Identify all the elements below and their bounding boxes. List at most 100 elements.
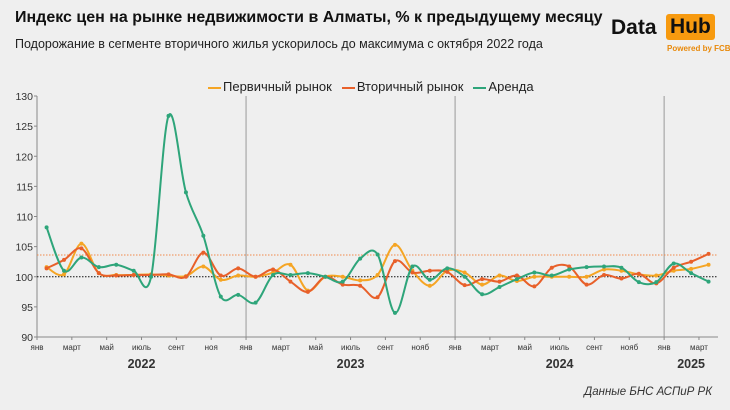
data-point — [62, 272, 67, 277]
data-point — [532, 274, 537, 279]
data-point — [253, 300, 258, 305]
datahub-logo: Data Hub Powered by FCBK — [611, 14, 730, 56]
data-point — [183, 274, 188, 279]
x-tick-label: июль — [132, 343, 151, 352]
x-tick-label: июль — [550, 343, 569, 352]
data-point — [619, 268, 624, 273]
data-point — [480, 282, 485, 287]
y-tick-label: 115 — [16, 181, 33, 193]
data-point — [462, 274, 467, 279]
data-point — [427, 268, 432, 273]
data-point — [288, 272, 293, 277]
data-point — [271, 272, 276, 277]
legend-label: Аренда — [488, 79, 534, 94]
data-point — [567, 267, 572, 272]
x-tick-label: июль — [341, 343, 360, 352]
data-point — [218, 294, 223, 299]
x-tick-label: март — [272, 343, 290, 352]
series-line-2 — [45, 113, 709, 314]
data-point — [375, 295, 380, 300]
data-point — [602, 272, 607, 277]
data-point — [79, 246, 84, 251]
data-point — [654, 280, 659, 285]
data-point — [480, 277, 485, 282]
x-tick-label: май — [99, 343, 113, 352]
data-point — [706, 279, 711, 284]
data-point — [689, 266, 694, 271]
x-tick-label: март — [481, 343, 499, 352]
data-point — [288, 262, 293, 267]
x-tick-label: янв — [240, 343, 253, 352]
data-point — [305, 289, 310, 294]
x-tick-label: сент — [377, 343, 394, 352]
data-point — [532, 284, 537, 289]
year-label: 2025 — [677, 357, 705, 371]
data-point — [392, 310, 397, 315]
data-point — [288, 279, 293, 284]
data-point — [62, 268, 67, 273]
x-tick-label: янв — [31, 343, 44, 352]
data-point — [201, 264, 206, 269]
data-point — [689, 271, 694, 276]
data-point — [149, 274, 154, 279]
data-point — [445, 266, 450, 271]
y-tick-label: 95 — [21, 302, 33, 314]
data-point — [183, 190, 188, 195]
data-point — [410, 264, 415, 269]
data-point — [567, 264, 572, 269]
data-point — [236, 292, 241, 297]
data-point — [62, 257, 67, 262]
chart-title: Индекс цен на рынке недвижимости в Алмат… — [15, 9, 603, 26]
data-point — [427, 283, 432, 288]
legend-item: Первичный рынок — [208, 79, 332, 94]
y-tick-label: 110 — [16, 212, 33, 224]
data-point — [358, 283, 363, 288]
data-point — [410, 270, 415, 275]
y-tick-label: 90 — [21, 332, 33, 344]
data-point — [96, 265, 101, 270]
legend-item: Вторичный рынок — [341, 79, 463, 94]
legend-label: Первичный рынок — [223, 79, 332, 94]
x-tick-label: март — [690, 343, 708, 352]
legend: Первичный рынок Вторичный рынок Аренда — [208, 79, 534, 94]
data-point — [636, 271, 641, 276]
data-point — [375, 272, 380, 277]
x-tick-label: янв — [449, 343, 462, 352]
x-tick-label: май — [309, 343, 323, 352]
data-point — [636, 280, 641, 285]
data-point — [114, 273, 119, 278]
source-note: Данные БНС АСПиР РК — [584, 386, 712, 398]
y-tick-label: 120 — [15, 151, 33, 163]
data-point — [480, 292, 485, 297]
data-point — [358, 278, 363, 283]
data-point — [201, 233, 206, 238]
data-point — [96, 271, 101, 276]
data-point — [497, 284, 502, 289]
x-tick-label: нояб — [411, 343, 429, 352]
data-point — [619, 265, 624, 270]
data-point — [305, 271, 310, 276]
legend-item: Аренда — [473, 79, 534, 94]
data-point — [323, 274, 328, 279]
data-point — [253, 274, 258, 279]
data-point — [532, 270, 537, 275]
data-point — [166, 272, 171, 277]
data-point — [114, 262, 119, 267]
data-point — [497, 279, 502, 284]
data-point — [340, 279, 345, 284]
year-label: 2023 — [337, 357, 365, 371]
y-tick-label: 105 — [15, 242, 33, 254]
data-point — [375, 252, 380, 257]
x-tick-label: май — [518, 343, 532, 352]
data-point — [689, 259, 694, 264]
data-point — [44, 225, 49, 230]
logo-text-data: Data — [611, 16, 657, 39]
y-tick-label: 125 — [15, 121, 33, 133]
data-point — [218, 273, 223, 278]
data-point — [619, 276, 624, 281]
data-point — [271, 267, 276, 272]
x-tick-label: сент — [586, 343, 603, 352]
data-point — [462, 270, 467, 275]
data-point — [79, 241, 84, 246]
logo-powered: Powered by FCBK — [667, 44, 730, 53]
